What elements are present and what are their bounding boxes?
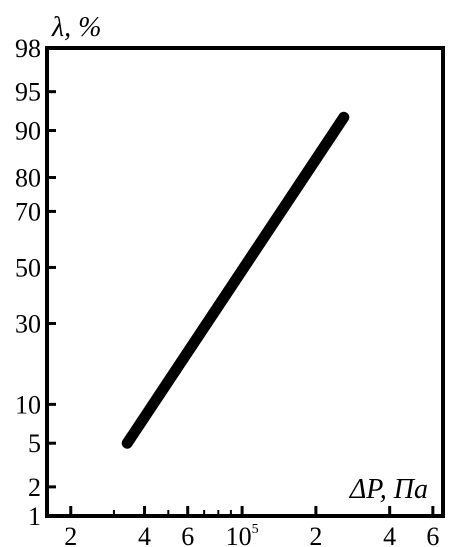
x-tick-label: 6 (426, 522, 439, 547)
y-tick-label: 95 (15, 78, 41, 107)
series-layer (121, 111, 350, 449)
plot-frame (45, 46, 445, 518)
y-tick-label: 80 (15, 164, 41, 193)
y-tick-label: 2 (28, 473, 41, 502)
y-tick-label: 50 (15, 253, 41, 282)
y-tick-label: 98 (15, 34, 41, 63)
y-axis-title: λ, % (51, 12, 101, 43)
x-tick-label: 4 (138, 522, 151, 547)
x-tick-label: 105 (226, 522, 259, 547)
y-tick-label: 90 (15, 117, 41, 146)
x-tick-label: 6 (181, 522, 194, 547)
x-tick-label: 4 (383, 522, 396, 547)
x-axis-ticks: 2 4 6 105 2 4 6 (64, 506, 439, 547)
y-axis-ticks: 12 5 10 30 50 70 80 90 95 98 (15, 34, 56, 531)
y-tick-label: 10 (15, 390, 41, 419)
series-line (121, 111, 350, 449)
x-tick-label: 2 (64, 522, 77, 547)
y-tick-label: 30 (15, 309, 41, 338)
x-axis-title: ΔP, Па (349, 474, 428, 505)
y-tick-label: 5 (28, 429, 41, 458)
x-tick-label: 2 (309, 522, 322, 547)
y-tick-label: 1 (28, 502, 41, 531)
y-tick-label: 70 (15, 197, 41, 226)
